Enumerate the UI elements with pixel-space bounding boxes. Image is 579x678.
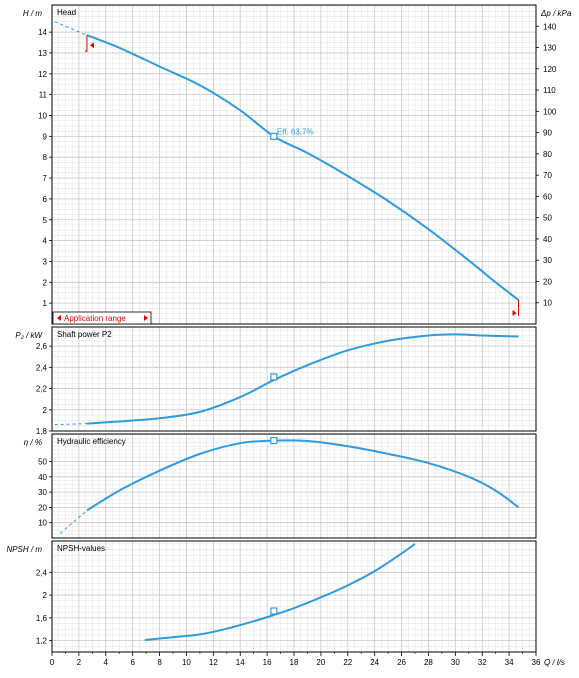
panel-title: Hydraulic efficiency [57, 437, 126, 446]
y-tick-label-right: 100 [543, 107, 557, 116]
y-axis-label-right: Δp / kPa [540, 9, 572, 18]
x-tick-label: 20 [316, 658, 325, 667]
panel-head [49, 4, 539, 325]
y-tick-label: 9 [43, 132, 48, 141]
x-tick-label: 30 [451, 658, 460, 667]
y-tick-label: 1 [43, 299, 48, 308]
x-tick-label: 24 [370, 658, 379, 667]
panel-title: Shaft power P2 [57, 330, 112, 339]
panel-frame [51, 326, 537, 432]
y-tick-label: 2 [43, 591, 48, 600]
x-tick-label: 0 [50, 658, 55, 667]
y-tick-label: 10 [38, 112, 47, 121]
y-tick-label-right: 80 [543, 150, 552, 159]
application-range-legend-right-arrow [144, 315, 148, 321]
x-tick-label: 32 [478, 658, 487, 667]
y-tick-label: 6 [43, 195, 48, 204]
y-tick-label: 2,4 [36, 568, 48, 577]
duty-point-marker [270, 373, 278, 381]
y-tick-label: 7 [43, 174, 48, 183]
x-axis-label: Q / l/s [544, 658, 565, 667]
duty-point-marker [270, 607, 278, 615]
y-tick-label: 30 [38, 488, 47, 497]
panel-efficiency [49, 433, 537, 539]
curve-head [86, 34, 520, 301]
y-tick-label: 50 [38, 458, 47, 467]
y-tick-label: 20 [38, 503, 47, 512]
panel-title: NPSH-values [57, 544, 105, 553]
y-tick-label-right: 50 [543, 214, 552, 223]
application-range-label: Application range [64, 314, 126, 323]
curve-power [86, 333, 519, 425]
x-tick-label: 16 [263, 658, 272, 667]
x-tick-label: 26 [397, 658, 406, 667]
x-tick-label: 28 [424, 658, 433, 667]
x-tick-label: 4 [104, 658, 109, 667]
y-tick-label-right: 110 [543, 86, 556, 95]
y-tick-label-right: 130 [543, 44, 557, 53]
y-tick-label: 11 [39, 91, 48, 100]
y-tick-label: 4 [43, 237, 48, 246]
panel-power [49, 326, 537, 432]
y-tick-label: 10 [38, 519, 47, 528]
y-tick-label: 2 [43, 406, 48, 415]
x-tick-label: 12 [209, 658, 218, 667]
application-range-legend-box [52, 311, 152, 325]
curve-dashed-extension [59, 510, 88, 534]
y-tick-label: 5 [43, 216, 48, 225]
application-range-end-arrow [512, 310, 517, 317]
y-tick-label: 13 [38, 49, 47, 58]
y-tick-label: 8 [43, 153, 48, 162]
panel-title: Head [57, 8, 76, 17]
y-axis-label: H / m [23, 9, 42, 18]
y-tick-label: 2 [43, 278, 48, 287]
application-range-start-arrow [89, 42, 94, 49]
y-tick-label: 12 [38, 70, 47, 79]
y-tick-label: 1,2 [36, 637, 48, 646]
y-tick-label-right: 10 [543, 299, 552, 308]
x-tick-label: 6 [130, 658, 135, 667]
curve-efficiency [86, 439, 520, 512]
duty-point-marker [270, 132, 278, 140]
duty-point-marker [270, 436, 278, 445]
y-tick-label-right: 20 [543, 277, 552, 286]
curve-dashed-extension [54, 21, 88, 36]
y-tick-label: 3 [43, 257, 48, 266]
x-tick-label: 36 [532, 658, 541, 667]
x-tick-label: 2 [77, 658, 82, 667]
x-tick-label: 14 [236, 658, 245, 667]
panel-frame [51, 433, 537, 539]
x-tick-label: 10 [182, 658, 191, 667]
y-tick-label-right: 140 [543, 22, 557, 31]
y-tick-label: 1,6 [36, 614, 48, 623]
application-range-start-line [84, 35, 88, 52]
x-tick-label: 18 [290, 658, 299, 667]
y-tick-label: 1,8 [36, 427, 48, 436]
y-tick-label: 2,2 [36, 385, 48, 394]
y-axis-label: P₂ / kW [15, 331, 43, 340]
y-tick-label-right: 60 [543, 192, 552, 201]
duty-point-label: Eff. 63,7% [277, 127, 314, 136]
y-tick-label: 2,6 [36, 342, 48, 351]
x-tick-label: 34 [505, 658, 514, 667]
y-tick-label-right: 120 [543, 65, 557, 74]
y-tick-label: 40 [38, 473, 47, 482]
curve-npsh [144, 543, 416, 642]
x-tick-label: 8 [157, 658, 162, 667]
curve-dashed-extension [54, 423, 87, 426]
y-tick-label-right: 70 [543, 171, 552, 180]
panel-npsh [49, 540, 537, 653]
y-tick-label: 2,4 [36, 363, 48, 372]
y-tick-label: 14 [38, 28, 47, 37]
x-tick-label: 22 [343, 658, 352, 667]
y-tick-label-right: 90 [543, 129, 552, 138]
panel-frame [51, 4, 537, 325]
y-axis-label: NPSH / m [6, 545, 42, 554]
application-range-legend-left-arrow [57, 315, 61, 321]
y-axis-label: η / % [24, 438, 42, 447]
y-tick-label-right: 40 [543, 235, 552, 244]
y-tick-label-right: 30 [543, 256, 552, 265]
